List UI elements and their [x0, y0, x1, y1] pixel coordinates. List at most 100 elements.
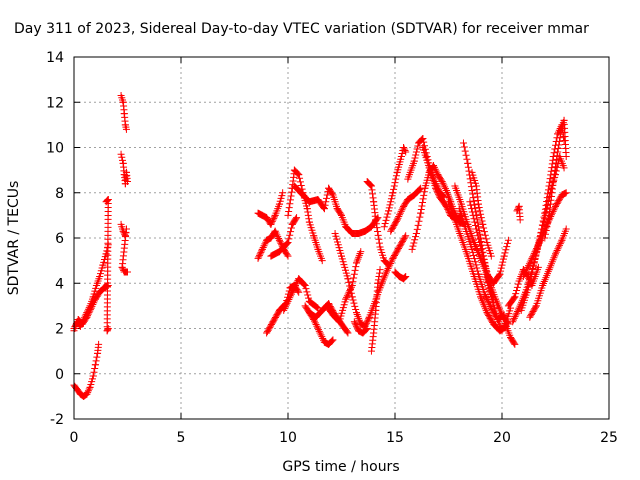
data-point-marker	[352, 322, 360, 330]
data-point-marker	[471, 258, 479, 266]
data-point-marker	[303, 205, 311, 213]
data-point-marker	[84, 310, 92, 318]
data-point-marker	[475, 203, 483, 211]
data-point-marker	[317, 331, 325, 339]
data-point-marker	[541, 234, 549, 242]
data-point-marker	[391, 179, 399, 187]
data-point-marker	[554, 148, 562, 156]
data-point-marker	[411, 154, 419, 162]
data-point-marker	[412, 229, 420, 237]
data-point-marker	[418, 202, 426, 210]
data-point-marker	[438, 177, 446, 185]
data-point-marker	[532, 246, 540, 254]
data-point-marker	[303, 288, 311, 296]
data-point-marker	[119, 156, 127, 164]
data-point-marker	[270, 213, 278, 221]
y-tick-label: 10	[46, 141, 64, 157]
data-point-marker	[498, 261, 506, 269]
data-point-marker	[420, 188, 428, 196]
data-point-marker	[551, 145, 559, 153]
data-point-marker	[439, 179, 447, 187]
data-point-marker	[284, 252, 292, 260]
data-point-marker	[402, 232, 410, 240]
data-point-marker	[296, 178, 304, 186]
data-point-marker	[411, 236, 419, 244]
data-point-marker	[401, 273, 409, 281]
grid	[74, 57, 609, 419]
data-point-marker	[498, 327, 506, 335]
data-point-marker	[255, 253, 263, 261]
data-point-marker	[419, 198, 427, 206]
data-point-marker	[511, 340, 519, 348]
data-point-marker	[510, 294, 518, 302]
data-point-marker	[314, 324, 322, 332]
data-point-marker	[480, 255, 488, 263]
data-point-marker	[556, 240, 564, 248]
x-tick-label: 0	[70, 430, 79, 446]
data-point-marker	[398, 206, 406, 214]
data-point-marker	[554, 144, 562, 152]
chart-title: Day 311 of 2023, Sidereal Day-to-day VTE…	[14, 21, 589, 37]
data-point-marker	[542, 230, 550, 238]
data-point-marker	[345, 278, 353, 286]
data-point-marker	[301, 282, 309, 290]
data-point-marker	[350, 270, 358, 278]
data-point-marker	[283, 299, 291, 307]
data-point-marker	[504, 236, 512, 244]
data-point-marker	[476, 207, 484, 215]
data-point-marker	[421, 142, 429, 150]
data-point-marker	[258, 245, 266, 253]
data-point-marker	[510, 339, 518, 347]
data-point-marker	[292, 280, 300, 288]
data-point-marker	[431, 165, 439, 173]
data-point-marker	[287, 290, 295, 298]
data-point-marker	[550, 206, 558, 214]
data-point-marker	[390, 182, 398, 190]
data-point-marker	[501, 320, 509, 328]
data-point-marker	[513, 283, 521, 291]
data-point-marker	[393, 216, 401, 224]
data-point-marker	[352, 321, 360, 329]
data-point-marker	[437, 176, 445, 184]
data-point-marker	[551, 166, 559, 174]
data-point-marker	[401, 147, 409, 155]
data-point-marker	[553, 246, 561, 254]
data-point-marker	[549, 177, 557, 185]
data-point-marker	[93, 353, 101, 361]
data-point-marker	[304, 291, 312, 299]
data-point-marker	[533, 244, 541, 252]
data-point-marker	[305, 294, 313, 302]
data-point-marker	[260, 242, 268, 250]
data-point-marker	[511, 293, 519, 301]
data-point-marker	[472, 222, 480, 230]
data-point-marker	[469, 211, 477, 219]
data-point-marker	[118, 153, 126, 161]
data-point-marker	[524, 286, 532, 294]
data-point-marker	[432, 186, 440, 194]
data-point-marker	[500, 323, 508, 331]
data-point-marker	[283, 251, 291, 259]
data-point-marker	[531, 303, 539, 311]
data-point-marker	[479, 252, 487, 260]
data-point-marker	[383, 213, 391, 221]
data-point-marker	[291, 283, 299, 291]
data-point-marker	[520, 271, 528, 279]
y-axis-label: SDTVAR / TECUs	[6, 181, 22, 296]
data-point-marker	[392, 172, 400, 180]
data-point-marker	[362, 319, 370, 327]
data-point-marker	[374, 231, 382, 239]
data-point-marker	[383, 259, 391, 267]
data-point-marker	[397, 207, 405, 215]
data-point-marker	[387, 198, 395, 206]
data-point-marker	[499, 258, 507, 266]
data-point-marker	[373, 224, 381, 232]
data-point-marker	[467, 183, 475, 191]
data-point-marker	[552, 171, 559, 179]
data-point-marker	[533, 243, 541, 251]
data-point-marker	[305, 215, 313, 223]
data-point-marker	[385, 261, 393, 269]
data-point-marker	[524, 263, 532, 271]
data-point-marker	[375, 239, 383, 247]
data-point-marker	[511, 313, 519, 321]
data-point-marker	[286, 196, 294, 204]
